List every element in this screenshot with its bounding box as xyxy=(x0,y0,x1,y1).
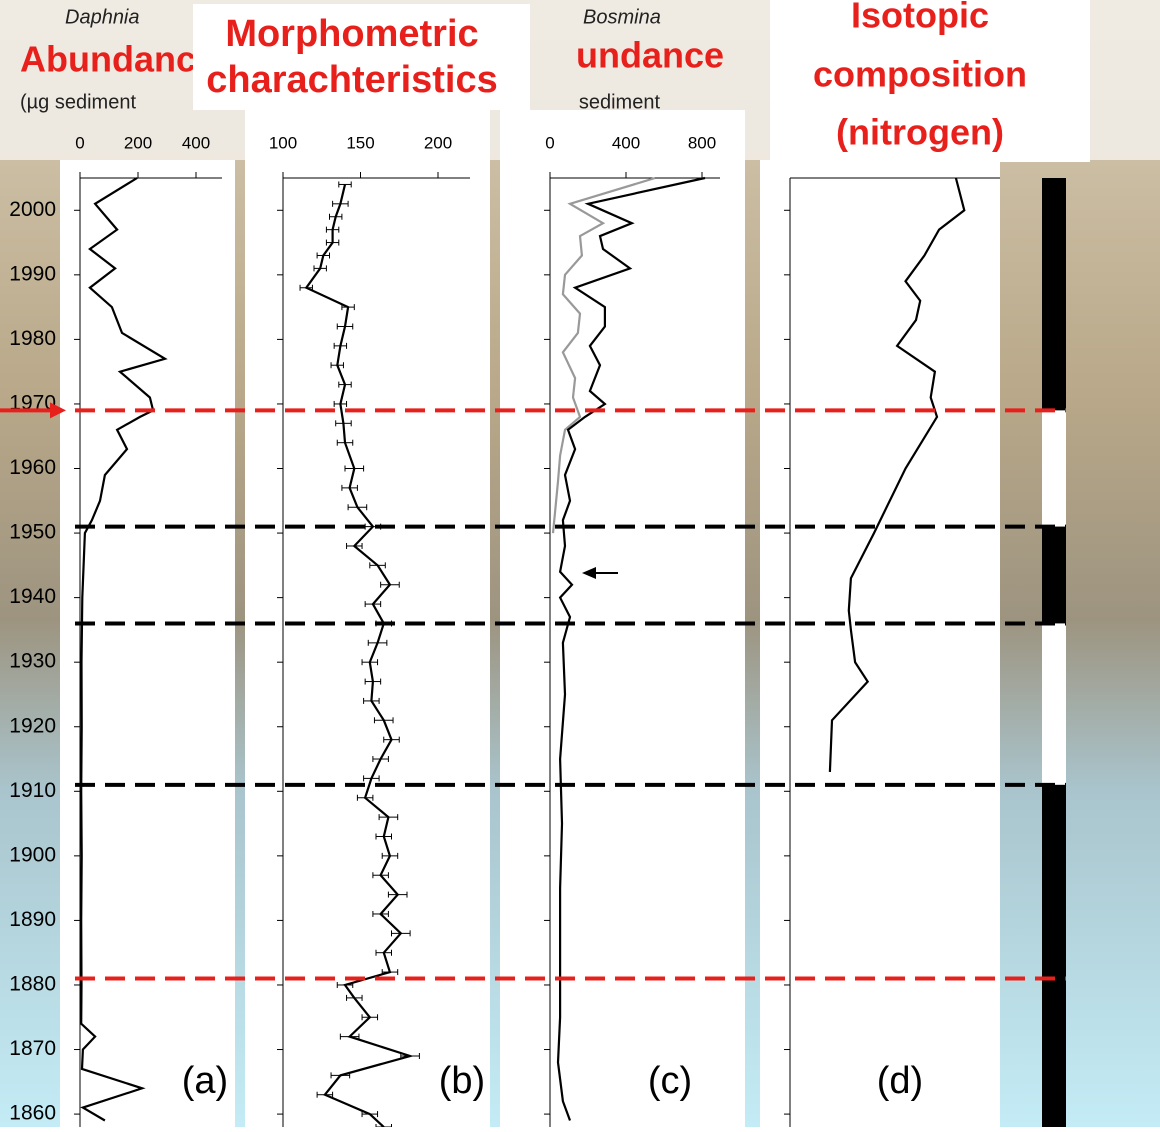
y-tick-label: 1880 xyxy=(9,973,56,996)
organism-name: Daphnia xyxy=(65,6,140,28)
y-tick-label: 2000 xyxy=(9,198,56,221)
heading-box xyxy=(193,4,530,110)
x-tick-label: 150 xyxy=(346,133,374,152)
heading-line: Isotopic xyxy=(851,0,989,36)
y-tick-label: 1980 xyxy=(9,327,56,350)
heading-box xyxy=(770,0,1090,162)
panel-label: (b) xyxy=(439,1060,485,1102)
heading-line: Morphometric xyxy=(225,13,478,55)
y-tick-label: 1950 xyxy=(9,521,56,544)
panel-label: (c) xyxy=(648,1060,692,1102)
x-tick-label: 200 xyxy=(424,133,452,152)
period-segment xyxy=(1042,410,1066,527)
error-bar xyxy=(338,181,352,188)
panel-bg xyxy=(500,110,745,1127)
under-layer: Daphnia Abundance (µg sediment Bosmina Abund… xyxy=(20,6,724,113)
x-tick-label: 0 xyxy=(545,133,554,152)
period-segment xyxy=(1042,178,1066,411)
y-tick-label: 1900 xyxy=(9,843,56,866)
y-tick-label: 1890 xyxy=(9,908,56,931)
y-tick-label: 1860 xyxy=(9,1102,56,1125)
y-tick-label: 1940 xyxy=(9,585,56,608)
data-line xyxy=(828,177,966,772)
heading-line: composition xyxy=(813,54,1027,95)
period-segment xyxy=(1042,784,1066,1127)
x-tick-label: 0 xyxy=(75,133,84,152)
heading-line: (nitrogen) xyxy=(836,112,1004,153)
panel-unit: (µg sediment xyxy=(544,91,660,113)
panel-unit: (µg sediment xyxy=(20,91,136,113)
y-tick-label: 1910 xyxy=(9,779,56,802)
panel-bg xyxy=(60,160,235,1127)
panel-title: Abundance xyxy=(528,35,724,76)
x-tick-label: 800 xyxy=(688,133,716,152)
y-tick-label: 1930 xyxy=(9,650,56,673)
panel-label: (a) xyxy=(182,1060,228,1102)
period-segment xyxy=(1042,526,1066,624)
data-line xyxy=(80,177,168,1122)
arrow-head xyxy=(582,567,596,579)
data-line xyxy=(304,184,414,1128)
x-tick-label: 100 xyxy=(269,133,297,152)
panel-bg xyxy=(245,110,490,1127)
heading-line: charachteristics xyxy=(206,59,498,101)
panel-label: (d) xyxy=(877,1060,923,1102)
x-tick-label: 400 xyxy=(182,133,210,152)
y-tick-label: 1870 xyxy=(9,1037,56,1060)
x-tick-label: 200 xyxy=(124,133,152,152)
organism-name: Bosmina xyxy=(583,6,661,28)
panel-header: Daphnia Abundance (µg sediment xyxy=(20,6,216,113)
plots: 0 200 400 1860 1870 1880 1890 1900 1910 1920 1930 1… xyxy=(9,133,1066,1130)
y-tick-label: 1960 xyxy=(9,456,56,479)
x-tick-label: 400 xyxy=(612,133,640,152)
y-tick-label: 1920 xyxy=(9,714,56,737)
panel-header: Bosmina Abundance (µg sediment xyxy=(528,6,724,113)
data-line xyxy=(556,176,706,1121)
period-segment xyxy=(1042,623,1066,785)
panel-title: Abundance xyxy=(20,39,216,80)
y-tick-label: 1990 xyxy=(9,262,56,285)
data-line xyxy=(551,176,656,534)
arrow-head xyxy=(50,402,66,419)
panel-bg xyxy=(760,160,1000,1127)
